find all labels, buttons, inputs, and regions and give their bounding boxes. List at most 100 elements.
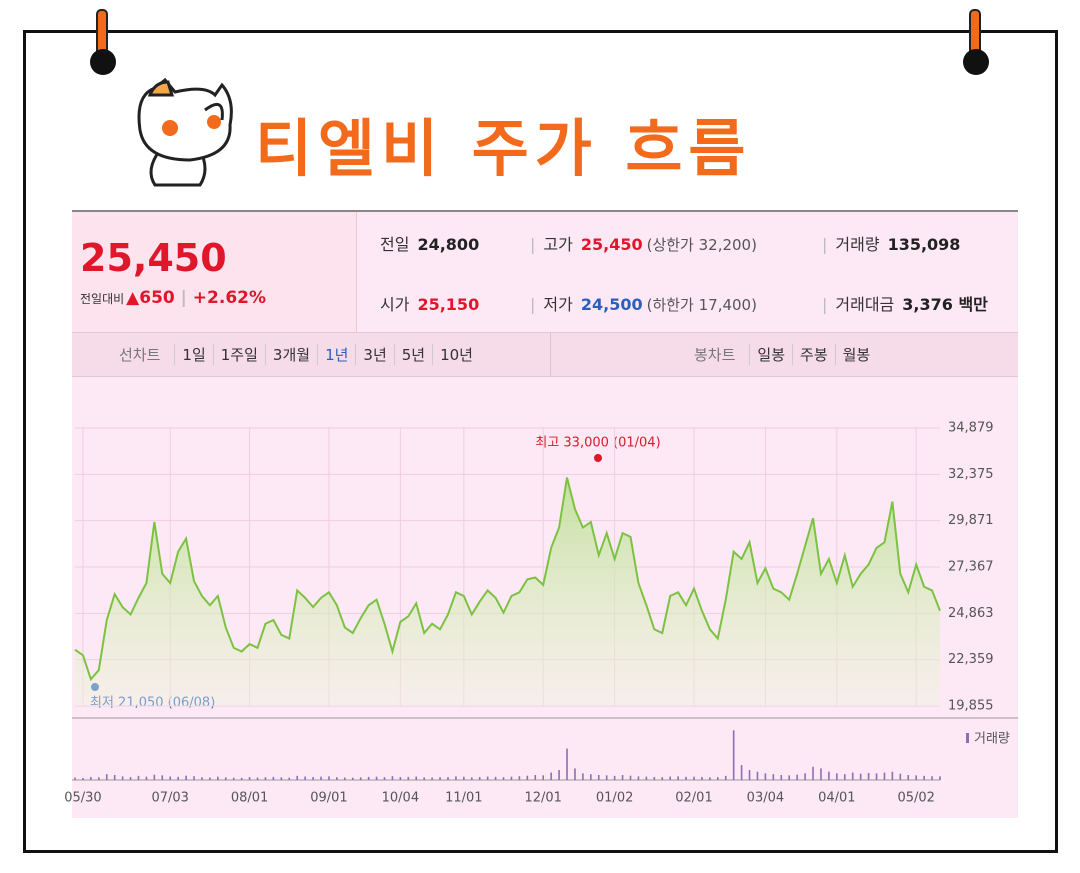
- volume-bar: [637, 776, 640, 780]
- volume-bar: [804, 773, 806, 780]
- volume-bar: [534, 775, 537, 780]
- x-tick-label: 09/01: [310, 791, 347, 806]
- volume-bar: [891, 771, 894, 780]
- volume-bar: [113, 775, 116, 780]
- x-tick-label: 03/04: [747, 791, 784, 806]
- tab[interactable]: 월봉: [834, 344, 878, 365]
- tab[interactable]: 3개월: [264, 344, 317, 365]
- volume-bar: [661, 777, 664, 780]
- volume-bar: [836, 773, 838, 780]
- volume-bar: [137, 775, 140, 780]
- tab[interactable]: 1일: [174, 344, 212, 365]
- frame: [23, 30, 1058, 853]
- volume-bar: [820, 768, 822, 780]
- volume-bar: [566, 748, 568, 780]
- volume-bar: [272, 776, 275, 780]
- volume-bar: [193, 776, 195, 780]
- tab[interactable]: 1년: [317, 344, 355, 365]
- volume-bar: [161, 775, 164, 780]
- quote-box: [72, 212, 357, 332]
- volume-bar: [685, 776, 687, 780]
- volume-bar: [328, 776, 330, 780]
- volume-bar: [375, 776, 378, 780]
- x-tick-label: 11/01: [445, 791, 482, 806]
- volume-bar: [90, 777, 92, 780]
- stat-label: 거래량: [835, 235, 880, 254]
- volume-bar: [169, 776, 172, 780]
- price-area: [75, 477, 940, 706]
- volume-bar: [463, 776, 465, 780]
- volume-bar: [415, 776, 418, 780]
- x-tick-label: 05/02: [897, 791, 934, 806]
- stat-label: 저가: [543, 295, 573, 314]
- volume-bar: [121, 776, 124, 780]
- decoration: [90, 9, 989, 187]
- volume-bar: [613, 775, 616, 780]
- high-annotation: 최고 33,000 (01/04): [535, 436, 660, 451]
- volume-bar: [399, 777, 402, 780]
- volume-bar: [574, 768, 576, 780]
- volume-bar: [939, 776, 941, 780]
- volume-bar: [709, 777, 711, 780]
- volume-bar: [923, 775, 925, 780]
- volume-bar: [98, 777, 100, 780]
- volume-bar: [494, 776, 497, 780]
- stat-value: 135,098: [887, 235, 961, 254]
- candle-tabs: 봉차트 일봉 주봉 월봉: [687, 344, 877, 365]
- volume-bar: [843, 774, 846, 780]
- volume-bar: [526, 775, 529, 780]
- volume-bar: [502, 777, 505, 780]
- x-tick-label: 12/01: [524, 791, 561, 806]
- volume-bar: [296, 775, 299, 780]
- volume-bar: [558, 770, 560, 780]
- volume-bar: [455, 776, 457, 780]
- x-tick-label: 01/02: [596, 791, 633, 806]
- stat-note: (상한가 32,200): [646, 236, 757, 254]
- volume-bar: [859, 773, 862, 780]
- volume-bar: [772, 774, 775, 780]
- volume-bar: [510, 776, 513, 780]
- volume-bar: [851, 772, 854, 780]
- volume-bar: [351, 777, 354, 780]
- volume-bar: [550, 772, 552, 780]
- change-pct: +2.62%: [192, 288, 267, 308]
- tab[interactable]: 10년: [432, 344, 480, 365]
- tab[interactable]: 주봉: [792, 344, 835, 365]
- volume-bar: [883, 772, 886, 780]
- volume-bar: [597, 775, 600, 780]
- volume-bar: [677, 776, 679, 780]
- volume-bar: [740, 765, 743, 780]
- x-tick-label: 05/30: [64, 791, 101, 806]
- volume-bar: [407, 776, 410, 780]
- volume-bar: [653, 777, 656, 780]
- stat-label: 거래대금: [835, 295, 895, 314]
- volume-bar: [486, 776, 489, 780]
- tab-group-label: 봉차트: [694, 346, 736, 364]
- stat-label: 전일: [380, 235, 410, 254]
- cat-icon: [137, 77, 233, 187]
- tab-group-label: 선차트: [119, 346, 161, 364]
- x-tick-label: 10/04: [382, 791, 419, 806]
- volume-bar: [875, 773, 878, 780]
- volume-bar: [828, 771, 830, 780]
- tab[interactable]: 5년: [393, 344, 432, 365]
- volume-bar: [788, 775, 791, 780]
- tab[interactable]: 일봉: [749, 344, 792, 365]
- volume-bar: [264, 777, 267, 780]
- tab[interactable]: 3년: [355, 344, 393, 365]
- volume-bar: [74, 777, 76, 780]
- volume-bar: [145, 776, 148, 780]
- stat: | 고가 25,450 (상한가 32,200): [530, 231, 757, 255]
- tab[interactable]: 1주일: [212, 344, 265, 365]
- volume-bar: [217, 776, 219, 780]
- tab-row: 선차트 1일 1주일 3개월 1년 3년 5년 10년 봉차트 일봉 주봉 월봉: [72, 332, 1018, 377]
- volume-bar: [359, 777, 362, 780]
- volume-bar: [153, 774, 156, 780]
- y-tick-label: 27,367: [948, 560, 994, 575]
- stat-label: 고가: [543, 235, 573, 254]
- stat: | 거래대금 3,376 백만: [822, 291, 988, 315]
- volume-bar: [724, 775, 727, 780]
- volume-bar: [105, 774, 108, 780]
- line-tabs: 선차트 1일 1주일 3개월 1년 3년 5년 10년: [112, 344, 480, 365]
- stat-value: 25,150: [417, 295, 480, 314]
